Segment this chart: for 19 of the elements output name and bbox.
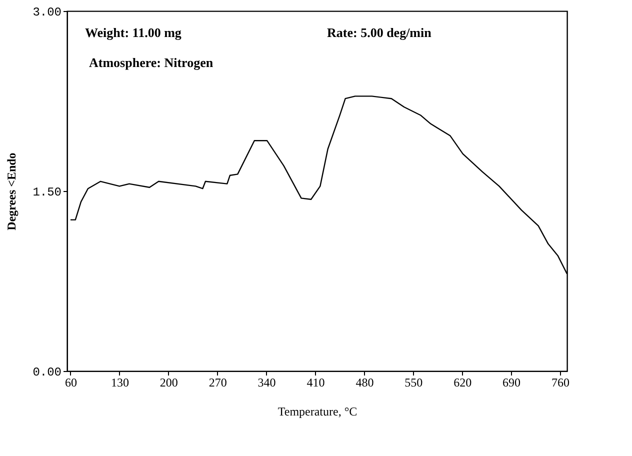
x-tick-label: 620 <box>454 376 472 390</box>
x-tick-label: 130 <box>110 376 129 390</box>
x-tick-label: 60 <box>64 376 77 390</box>
y-tick-label: 1.50 <box>32 186 62 200</box>
x-tick-label: 200 <box>160 376 178 390</box>
x-tick-label: 550 <box>404 376 423 390</box>
annotation: Weight: 11.00 mg <box>85 25 182 40</box>
x-tick-label: 340 <box>258 376 276 390</box>
x-tick-label: 480 <box>356 376 374 390</box>
annotation: Rate: 5.00 deg/min <box>327 25 432 40</box>
annotation: Atmosphere: Nitrogen <box>89 55 214 70</box>
x-tick-label: 410 <box>306 376 325 390</box>
x-tick-label: 690 <box>502 376 521 390</box>
x-tick-label: 760 <box>552 376 570 390</box>
x-tick-label: 270 <box>208 376 227 390</box>
y-tick-label: 3.00 <box>32 6 62 20</box>
y-tick-label: 0.00 <box>32 366 62 380</box>
x-axis-title: Temperature, °C <box>278 404 358 418</box>
y-axis-title: Degrees <Endo <box>4 152 19 230</box>
